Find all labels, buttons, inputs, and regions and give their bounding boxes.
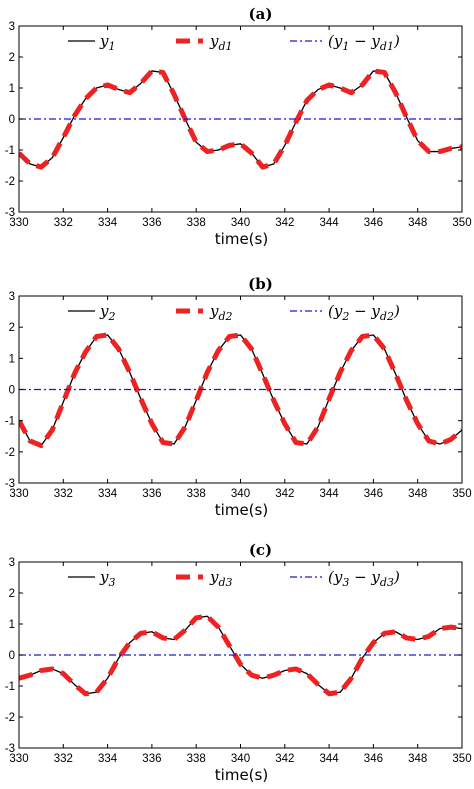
x-tick-label: 342	[275, 488, 294, 500]
panel-title: (c)	[249, 541, 272, 559]
y-tick-label: 1	[9, 619, 15, 631]
x-tick-label: 348	[408, 753, 427, 765]
y-tick-label: -1	[5, 681, 15, 693]
x-tick-label: 350	[452, 753, 471, 765]
x-tick-label: 340	[231, 488, 250, 500]
x-tick-label: 342	[275, 753, 294, 765]
legend-label-2: yd1	[209, 32, 233, 53]
legend-label-1: y1	[99, 32, 115, 53]
x-tick-label: 344	[320, 217, 340, 229]
legend-label-1: y2	[99, 302, 115, 323]
chart-panel-c: (c) 330 332 334 336 338 340 342 344 346 348 350 -3 -2…	[5, 541, 472, 784]
x-tick-label: 332	[54, 488, 73, 500]
x-tick-label: 330	[9, 753, 28, 765]
x-tick-label: 340	[231, 753, 250, 765]
y-tick-label: -3	[5, 743, 15, 755]
panel-title: (b)	[248, 275, 273, 293]
x-tick-label: 330	[9, 217, 28, 229]
x-tick-label: 348	[408, 488, 427, 500]
x-tick-label: 330	[9, 488, 28, 500]
x-tick-label: 332	[54, 217, 73, 229]
y-tick-label: 1	[9, 353, 15, 365]
y-tick-label: -2	[5, 447, 15, 459]
series-line-2	[19, 332, 462, 449]
y-tick-label: 2	[9, 588, 15, 600]
y-tick-label: 3	[9, 291, 15, 303]
legend-label-3: (y1 − yd1)	[328, 32, 400, 53]
y-tick-label: 2	[9, 52, 15, 64]
panel-title: (a)	[249, 5, 273, 23]
x-tick-label: 344	[320, 753, 340, 765]
series-line-2	[19, 68, 462, 170]
chart-panel-b: (b) 330 332 334 336 338 340 342 344 346 348 350 -3 -2…	[5, 275, 472, 519]
x-axis-label: time(s)	[215, 766, 268, 784]
legend: y1 yd1 (y1 − yd1)	[68, 32, 400, 53]
x-tick-label: 334	[98, 488, 118, 500]
y-tick-label: -2	[5, 176, 15, 188]
x-tick-label: 348	[408, 217, 427, 229]
y-tick-label: 2	[9, 322, 15, 334]
x-tick-label: 346	[364, 217, 383, 229]
x-tick-label: 334	[98, 753, 118, 765]
x-tick-label: 340	[231, 217, 250, 229]
x-tick-label: 350	[452, 217, 471, 229]
x-tick-label: 334	[98, 217, 118, 229]
y-tick-label: 3	[9, 21, 15, 33]
legend-label-2: yd3	[209, 568, 233, 589]
legend-label-1: y3	[99, 568, 115, 589]
x-tick-label: 344	[320, 488, 340, 500]
x-tick-label: 350	[452, 488, 471, 500]
y-tick-label: -1	[5, 145, 15, 157]
x-axis-label: time(s)	[215, 501, 268, 519]
x-tick-label: 346	[364, 488, 383, 500]
x-axis-label: time(s)	[215, 230, 268, 248]
y-tick-label: -3	[5, 478, 15, 490]
x-tick-label: 338	[187, 217, 206, 229]
y-tick-label: 1	[9, 83, 15, 95]
x-tick-label: 336	[142, 488, 161, 500]
series-line-2	[19, 613, 462, 697]
y-tick-label: 0	[9, 114, 15, 126]
chart-panel-a: (a) 330 332 334 336 338 340 342 344 346 348 350 -3 -2…	[5, 5, 472, 248]
y-tick-label: -3	[5, 207, 15, 219]
x-tick-label: 332	[54, 753, 73, 765]
x-tick-label: 338	[187, 753, 206, 765]
y-tick-label: -2	[5, 712, 15, 724]
x-tick-label: 338	[187, 488, 206, 500]
x-tick-label: 346	[364, 753, 383, 765]
x-tick-label: 342	[275, 217, 294, 229]
legend-label-3: (y3 − yd3)	[328, 568, 400, 589]
legend: y3 yd3 (y3 − yd3)	[68, 568, 400, 589]
legend-label-2: yd2	[209, 302, 233, 323]
x-tick-label: 336	[142, 753, 161, 765]
y-tick-label: 3	[9, 557, 15, 569]
y-tick-label: -1	[5, 416, 15, 428]
y-tick-label: 0	[9, 650, 15, 662]
y-tick-label: 0	[9, 385, 15, 397]
legend-label-3: (y2 − yd2)	[328, 302, 400, 323]
x-tick-label: 336	[142, 217, 161, 229]
legend: y2 yd2 (y2 − yd2)	[68, 302, 400, 323]
